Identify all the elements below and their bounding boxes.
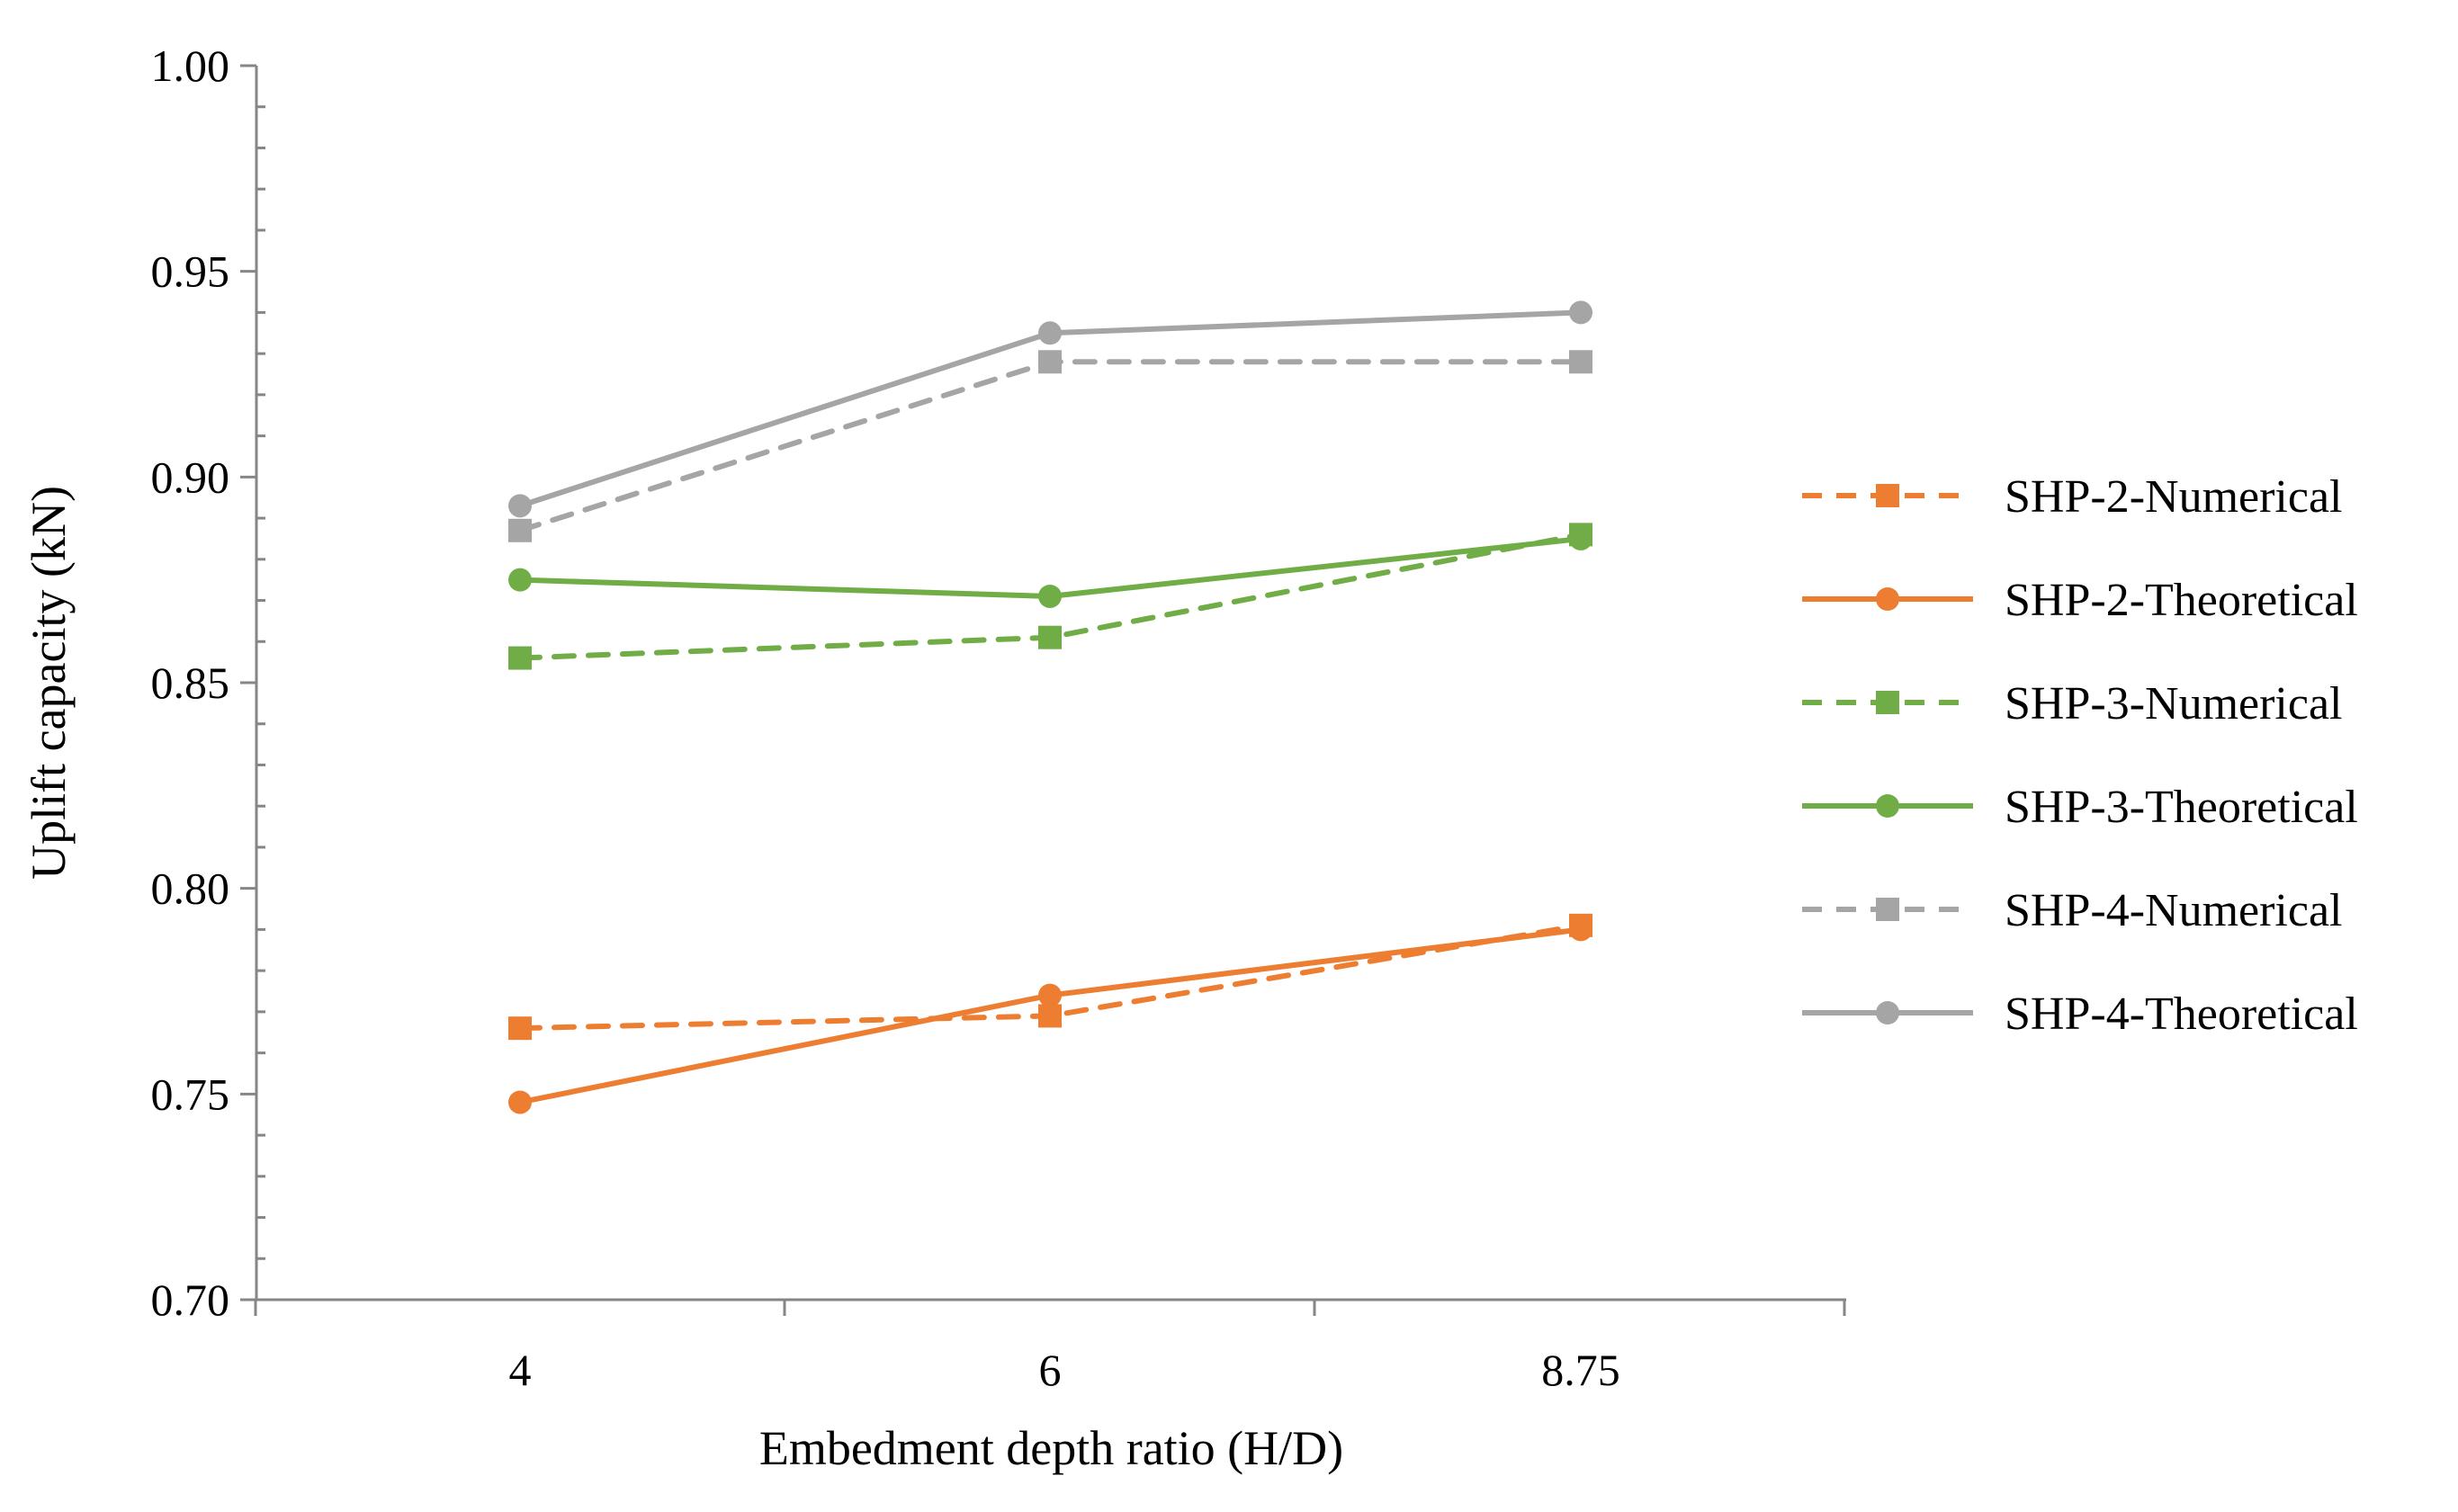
legend-marker [1876,1001,1899,1024]
legend-label: SHP-2-Numerical [2005,471,2342,523]
data-point-square [1569,350,1592,374]
legend-marker [1876,794,1899,818]
legend: SHP-2-Numerical SHP-2-Theoretical SHP-3-Nu… [1802,471,2358,1040]
legend-item: SHP-3-Theoretical [1802,782,2358,833]
data-point-square [508,1016,532,1041]
data-point-circle [1569,300,1592,325]
data-point-square [508,646,532,670]
data-point-circle [1038,983,1062,1007]
data-point-square [508,518,532,542]
data-point-circle [1038,321,1062,345]
x-tick-label: 6 [1039,1345,1062,1395]
legend-label: SHP-4-Theoretical [2005,989,2358,1040]
legend-label: SHP-3-Numerical [2005,678,2342,729]
legend-label: SHP-4-Numerical [2005,885,2342,936]
data-point-circle [1038,584,1062,608]
x-tick-label: 8.75 [1541,1345,1620,1395]
y-tick-label: 0.80 [151,863,230,914]
legend-item: SHP-4-Numerical [1802,885,2342,936]
legend-item: SHP-4-Theoretical [1802,989,2358,1040]
y-tick-label: 0.70 [151,1275,230,1325]
data-point-circle [508,494,532,518]
y-tick-label: 1.00 [151,40,230,91]
y-tick-label: 0.85 [151,658,230,708]
data-point-circle [1569,917,1592,942]
data-point-square [1038,625,1062,649]
series-line [517,359,1583,533]
x-tick-label: 4 [509,1345,532,1395]
series-shp-2-numerical [508,913,1592,1041]
legend-item: SHP-3-Numerical [1802,678,2342,729]
legend-marker [1876,587,1899,611]
data-point-circle [508,1090,532,1114]
data-point-circle [1569,526,1592,550]
series-layer [508,300,1592,1114]
series-shp-4-numerical [508,350,1592,542]
legend-marker [1876,484,1899,507]
x-axis-title: Embedment depth ratio (H/D) [759,1421,1343,1475]
axes: 0.70 0.75 0.80 0.85 0.90 0.95 1.00 4 6 8.75 Embedm… [22,40,1846,1475]
series-shp-4-theoretical [508,300,1592,518]
data-point-square [1038,350,1062,374]
legend-item: SHP-2-Numerical [1802,471,2342,523]
legend-marker [1876,898,1899,921]
data-point-square [1038,1004,1062,1028]
legend-label: SHP-3-Theoretical [2005,782,2358,833]
y-tick-label: 0.90 [151,452,230,502]
legend-label: SHP-2-Theoretical [2005,575,2358,626]
series-shp-2-theoretical [508,917,1592,1114]
data-point-circle [508,568,532,592]
y-tick-label: 0.75 [151,1069,230,1119]
y-axis-title: Uplift capacity (kN) [22,486,76,880]
legend-item: SHP-2-Theoretical [1802,575,2358,626]
series-shp-3-theoretical [508,526,1592,608]
legend-marker [1876,691,1899,714]
y-tick-label: 0.95 [151,246,230,297]
